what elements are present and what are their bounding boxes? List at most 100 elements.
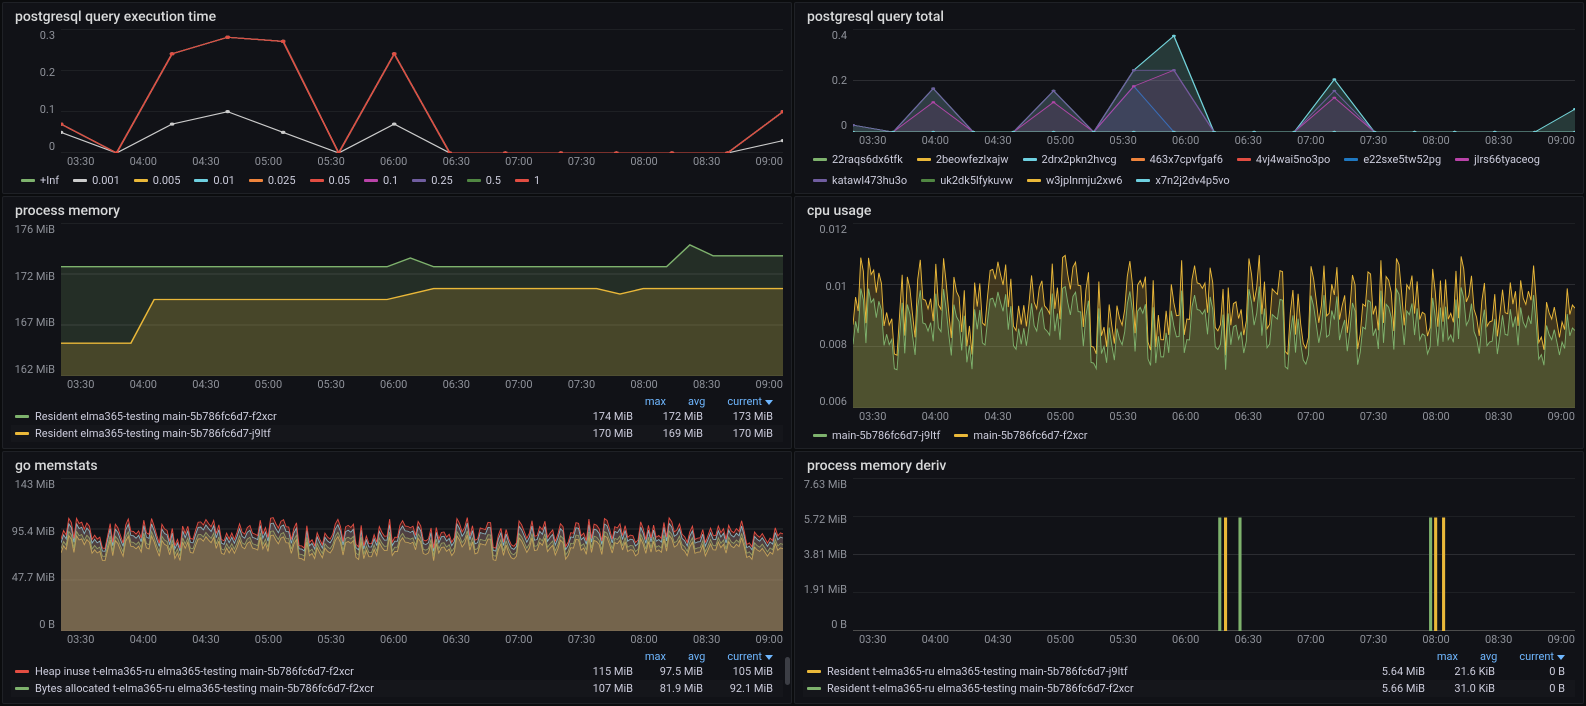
x-tick: 04:00: [922, 633, 949, 646]
panel-go-memstats[interactable]: go memstats143 MiB95.4 MiB47.7 MiB0 B03:…: [2, 451, 792, 704]
legend-item[interactable]: katawl473hu3o: [813, 174, 907, 187]
y-tick: 0: [49, 140, 55, 153]
legend-item[interactable]: 1: [515, 174, 540, 187]
x-tick: 08:30: [1485, 134, 1512, 147]
legend-swatch: [412, 179, 426, 182]
legend-label: 2beowfezlxajw: [936, 153, 1009, 166]
panel-pg-query-exec-time[interactable]: postgresql query execution time0.30.20.1…: [2, 2, 792, 194]
legend-item[interactable]: 0.005: [134, 174, 181, 187]
x-tick: 09:00: [1548, 410, 1575, 423]
x-tick: 08:00: [630, 155, 657, 168]
legend-item[interactable]: 0.001: [73, 174, 120, 187]
x-tick: 04:00: [130, 155, 157, 168]
plot[interactable]: [853, 223, 1575, 408]
legend-item[interactable]: 2beowfezlxajw: [917, 153, 1009, 166]
x-tick: 07:30: [1360, 633, 1387, 646]
legend-stats-row[interactable]: Resident t-elma365-ru elma365-testing ma…: [803, 663, 1575, 680]
legend-stats-row[interactable]: Resident elma365-testing main-5b786fc6d7…: [11, 425, 783, 442]
legend-label: e22sxe5tw52pg: [1363, 153, 1441, 166]
legend-label: 0.001: [92, 174, 120, 187]
legend-stats-row[interactable]: Bytes allocated t-elma365-ru elma365-tes…: [11, 680, 783, 697]
stat-value: 97.5 MiB: [639, 665, 703, 678]
x-tick: 05:00: [255, 155, 282, 168]
legend-item[interactable]: 4vj4wai5no3po: [1237, 153, 1330, 166]
legend-stats-row[interactable]: Resident t-elma365-ru elma365-testing ma…: [803, 680, 1575, 697]
legend-item[interactable]: e22sxe5tw52pg: [1344, 153, 1441, 166]
panel-pg-query-total[interactable]: postgresql query total0.40.2003:3004:000…: [794, 2, 1584, 194]
x-tick: 04:30: [192, 378, 219, 391]
panel-process-memory-deriv[interactable]: process memory deriv7.63 MiB5.72 MiB3.81…: [794, 451, 1584, 704]
legend-item[interactable]: +Inf: [21, 174, 59, 187]
stats-col[interactable]: current: [1519, 650, 1565, 663]
x-tick: 05:30: [317, 155, 344, 168]
legend-swatch: [1027, 179, 1041, 182]
x-tick: 08:00: [630, 378, 657, 391]
plot[interactable]: [61, 478, 783, 631]
legend-item[interactable]: 0.01: [194, 174, 234, 187]
stat-value: 92.1 MiB: [709, 682, 773, 695]
legend-swatch: [1344, 158, 1358, 161]
panel-title: cpu usage: [803, 203, 1575, 219]
x-tick: 07:30: [1360, 134, 1387, 147]
legend-item[interactable]: uk2dk5lfykuvw: [921, 174, 1013, 187]
stats-col[interactable]: avg: [1480, 650, 1497, 663]
legend-item[interactable]: 0.25: [412, 174, 452, 187]
x-axis: 03:3004:0004:3005:0005:3006:0006:3007:00…: [803, 410, 1575, 423]
legend-swatch: [813, 434, 827, 437]
legend-item[interactable]: 0.025: [249, 174, 296, 187]
stats-col[interactable]: max: [645, 395, 666, 408]
y-tick: 0: [841, 119, 847, 132]
legend-stats-row[interactable]: Resident elma365-testing main-5b786fc6d7…: [11, 408, 783, 425]
scrollbar[interactable]: [785, 657, 790, 685]
plot[interactable]: [61, 223, 783, 376]
x-tick: 09:00: [1548, 134, 1575, 147]
x-tick: 03:30: [67, 155, 94, 168]
plot[interactable]: [61, 29, 783, 153]
x-tick: 08:30: [1485, 410, 1512, 423]
legend-item[interactable]: 0.1: [364, 174, 398, 187]
plot[interactable]: [853, 29, 1575, 132]
stats-col[interactable]: avg: [688, 395, 705, 408]
chart-area: 143 MiB95.4 MiB47.7 MiB0 B: [11, 478, 783, 631]
panel-process-memory[interactable]: process memory176 MiB172 MiB167 MiB162 M…: [2, 196, 792, 449]
x-tick: 05:00: [255, 378, 282, 391]
legend-item[interactable]: 0.05: [310, 174, 350, 187]
x-tick: 03:30: [859, 134, 886, 147]
stat-value: 170 MiB: [709, 427, 773, 440]
legend-item[interactable]: 2drx2pkn2hvcg: [1023, 153, 1117, 166]
x-tick: 07:30: [568, 378, 595, 391]
y-tick: 0.1: [40, 103, 55, 116]
stats-col[interactable]: current: [727, 650, 773, 663]
y-tick: 0.2: [40, 66, 55, 79]
stat-value: 172 MiB: [639, 410, 703, 423]
x-tick: 06:30: [443, 378, 470, 391]
legend-swatch: [15, 415, 29, 418]
y-tick: 0.3: [40, 29, 55, 42]
x-tick: 09:00: [1548, 633, 1575, 646]
legend-item[interactable]: main-5b786fc6d7-f2xcr: [954, 429, 1087, 442]
panel-cpu-usage[interactable]: cpu usage 0.0120.010.0080.006 03:3004:0004…: [794, 196, 1584, 449]
y-tick: 0.2: [832, 74, 847, 87]
chevron-down-icon: [1557, 655, 1565, 660]
legend-item[interactable]: x7n2j2dv4p5vo: [1136, 174, 1229, 187]
panel-title: process memory deriv: [803, 458, 1575, 474]
legend-item[interactable]: 0.5: [467, 174, 501, 187]
chart-area: 0.0120.010.0080.006: [803, 223, 1575, 408]
chevron-down-icon: [765, 655, 773, 660]
legend-item[interactable]: jlrs66tyaceog: [1455, 153, 1540, 166]
legend-item[interactable]: main-5b786fc6d7-j9ltf: [813, 429, 940, 442]
legend-item[interactable]: 463x7cpvfgaf6: [1131, 153, 1223, 166]
plot[interactable]: [853, 478, 1575, 631]
x-axis: 03:3004:0004:3005:0005:3006:0006:3007:00…: [803, 633, 1575, 646]
stat-value: 21.6 KiB: [1431, 665, 1495, 678]
legend-stats-row[interactable]: Heap inuse t-elma365-ru elma365-testing …: [11, 663, 783, 680]
x-tick: 07:00: [505, 633, 532, 646]
legend-label: 4vj4wai5no3po: [1256, 153, 1330, 166]
legend-item[interactable]: 22raqs6dx6tfk: [813, 153, 903, 166]
y-axis: 0.40.20: [803, 29, 853, 132]
stats-col[interactable]: max: [645, 650, 666, 663]
stats-col[interactable]: avg: [688, 650, 705, 663]
legend-item[interactable]: w3jplnmju2xw6: [1027, 174, 1122, 187]
stats-col[interactable]: current: [727, 395, 773, 408]
stats-col[interactable]: max: [1437, 650, 1458, 663]
